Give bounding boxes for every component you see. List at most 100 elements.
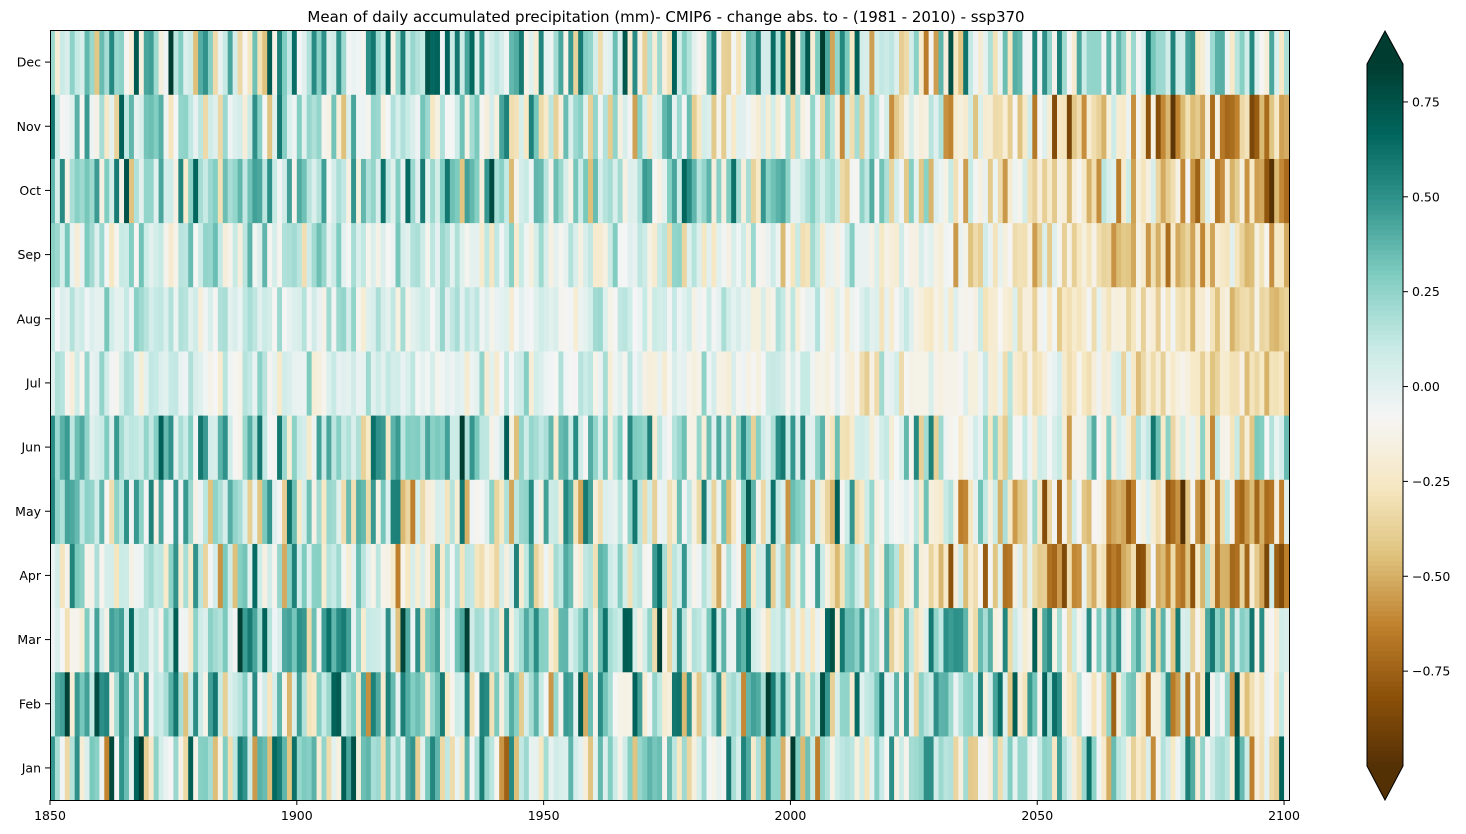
heatmap-cell (1239, 286, 1246, 352)
heatmap-cell (726, 158, 732, 224)
heatmap-cell (1200, 607, 1206, 673)
heatmap-cell (528, 350, 535, 416)
heatmap-cell (1150, 30, 1157, 95)
heatmap-cell (583, 607, 589, 673)
heatmap-cell (1032, 607, 1038, 673)
heatmap-cell (50, 735, 56, 801)
heatmap-cell (188, 222, 194, 288)
heatmap-cell (879, 415, 885, 480)
heatmap-cell (834, 607, 841, 673)
heatmap-cell (612, 607, 619, 673)
heatmap-cell (1007, 607, 1014, 673)
heatmap-cell (760, 543, 767, 609)
heatmap-cell (795, 543, 801, 609)
heatmap-cell (815, 350, 821, 416)
heatmap-cell (168, 735, 175, 801)
heatmap-cell (1047, 479, 1053, 544)
heatmap-cell (183, 286, 189, 352)
heatmap-cell (869, 671, 875, 737)
heatmap-cell (602, 415, 609, 480)
heatmap-cell (908, 94, 915, 159)
heatmap-cell (1269, 286, 1275, 352)
heatmap-cell (1279, 94, 1285, 159)
heatmap-cell (509, 415, 515, 480)
heatmap-cell (563, 735, 569, 801)
heatmap-cell (726, 479, 732, 544)
colorbar-segment (1367, 635, 1403, 642)
heatmap-cell (430, 543, 436, 609)
heatmap-cell (331, 735, 337, 801)
heatmap-cell (494, 607, 500, 673)
heatmap-cell (1096, 543, 1103, 609)
heatmap-cell (770, 415, 777, 480)
heatmap-cell (499, 543, 505, 609)
heatmap-cell (173, 671, 179, 737)
heatmap-cell (701, 158, 708, 224)
heatmap-cell (1042, 415, 1048, 480)
heatmap-cell (410, 30, 416, 95)
heatmap-cell (385, 30, 392, 95)
heatmap-cell (592, 158, 599, 224)
heatmap-cell (153, 671, 160, 737)
heatmap-cell (617, 350, 624, 416)
heatmap-cell (207, 286, 214, 352)
colorbar-segment (1367, 615, 1403, 622)
heatmap-cell (1081, 158, 1088, 224)
heatmap-cell (790, 415, 796, 480)
heatmap-cell (928, 607, 935, 673)
heatmap-cell (671, 30, 678, 95)
heatmap-cell (543, 94, 550, 159)
heatmap-cell (1071, 94, 1078, 159)
heatmap-cell (978, 671, 984, 737)
heatmap-cell (716, 543, 722, 609)
heatmap-cell (1061, 543, 1068, 609)
heatmap-cell (1037, 607, 1043, 673)
heatmap-cell (711, 671, 717, 737)
heatmap-cell (390, 286, 397, 352)
heatmap-cell (509, 158, 515, 224)
heatmap-cell (173, 158, 179, 224)
heatmap-cell (454, 350, 461, 416)
heatmap-cell (701, 735, 708, 801)
heatmap-cell (439, 607, 446, 673)
heatmap-cell (617, 158, 624, 224)
heatmap-cell (138, 607, 145, 673)
heatmap-cell (1091, 222, 1098, 288)
heatmap-cell (444, 94, 451, 159)
heatmap-cell (691, 671, 698, 737)
heatmap-cell (1066, 30, 1073, 95)
heatmap-cell (765, 350, 772, 416)
heatmap-cell (331, 543, 337, 609)
heatmap-cell (973, 158, 979, 224)
heatmap-cell (375, 735, 382, 801)
heatmap-cell (390, 30, 397, 95)
heatmap-cell (1284, 543, 1290, 609)
heatmap-cell (824, 479, 831, 544)
heatmap-cell (1081, 735, 1088, 801)
heatmap-cell (365, 735, 372, 801)
heatmap-cell (109, 607, 115, 673)
heatmap-cell (153, 607, 160, 673)
heatmap-cell (395, 30, 402, 95)
heatmap-cell (247, 735, 253, 801)
heatmap-cell (1205, 30, 1211, 95)
heatmap-cell (1052, 94, 1058, 159)
heatmap-cell (489, 735, 495, 801)
heatmap-cell (913, 30, 920, 95)
heatmap-cell (237, 543, 244, 609)
heatmap-cell (282, 671, 288, 737)
heatmap-cell (1032, 94, 1038, 159)
heatmap-cell (380, 543, 387, 609)
heatmap-cell (691, 543, 698, 609)
heatmap-cell (538, 735, 545, 801)
heatmap-cell (987, 286, 994, 352)
heatmap-cell (548, 222, 555, 288)
heatmap-cell (1086, 415, 1093, 480)
heatmap-cell (612, 94, 619, 159)
heatmap-cell (533, 543, 540, 609)
heatmap-cell (1150, 543, 1157, 609)
heatmap-cell (1249, 415, 1256, 480)
heatmap-cell (346, 350, 352, 416)
heatmap-cell (938, 543, 945, 609)
heatmap-cell (894, 415, 900, 480)
